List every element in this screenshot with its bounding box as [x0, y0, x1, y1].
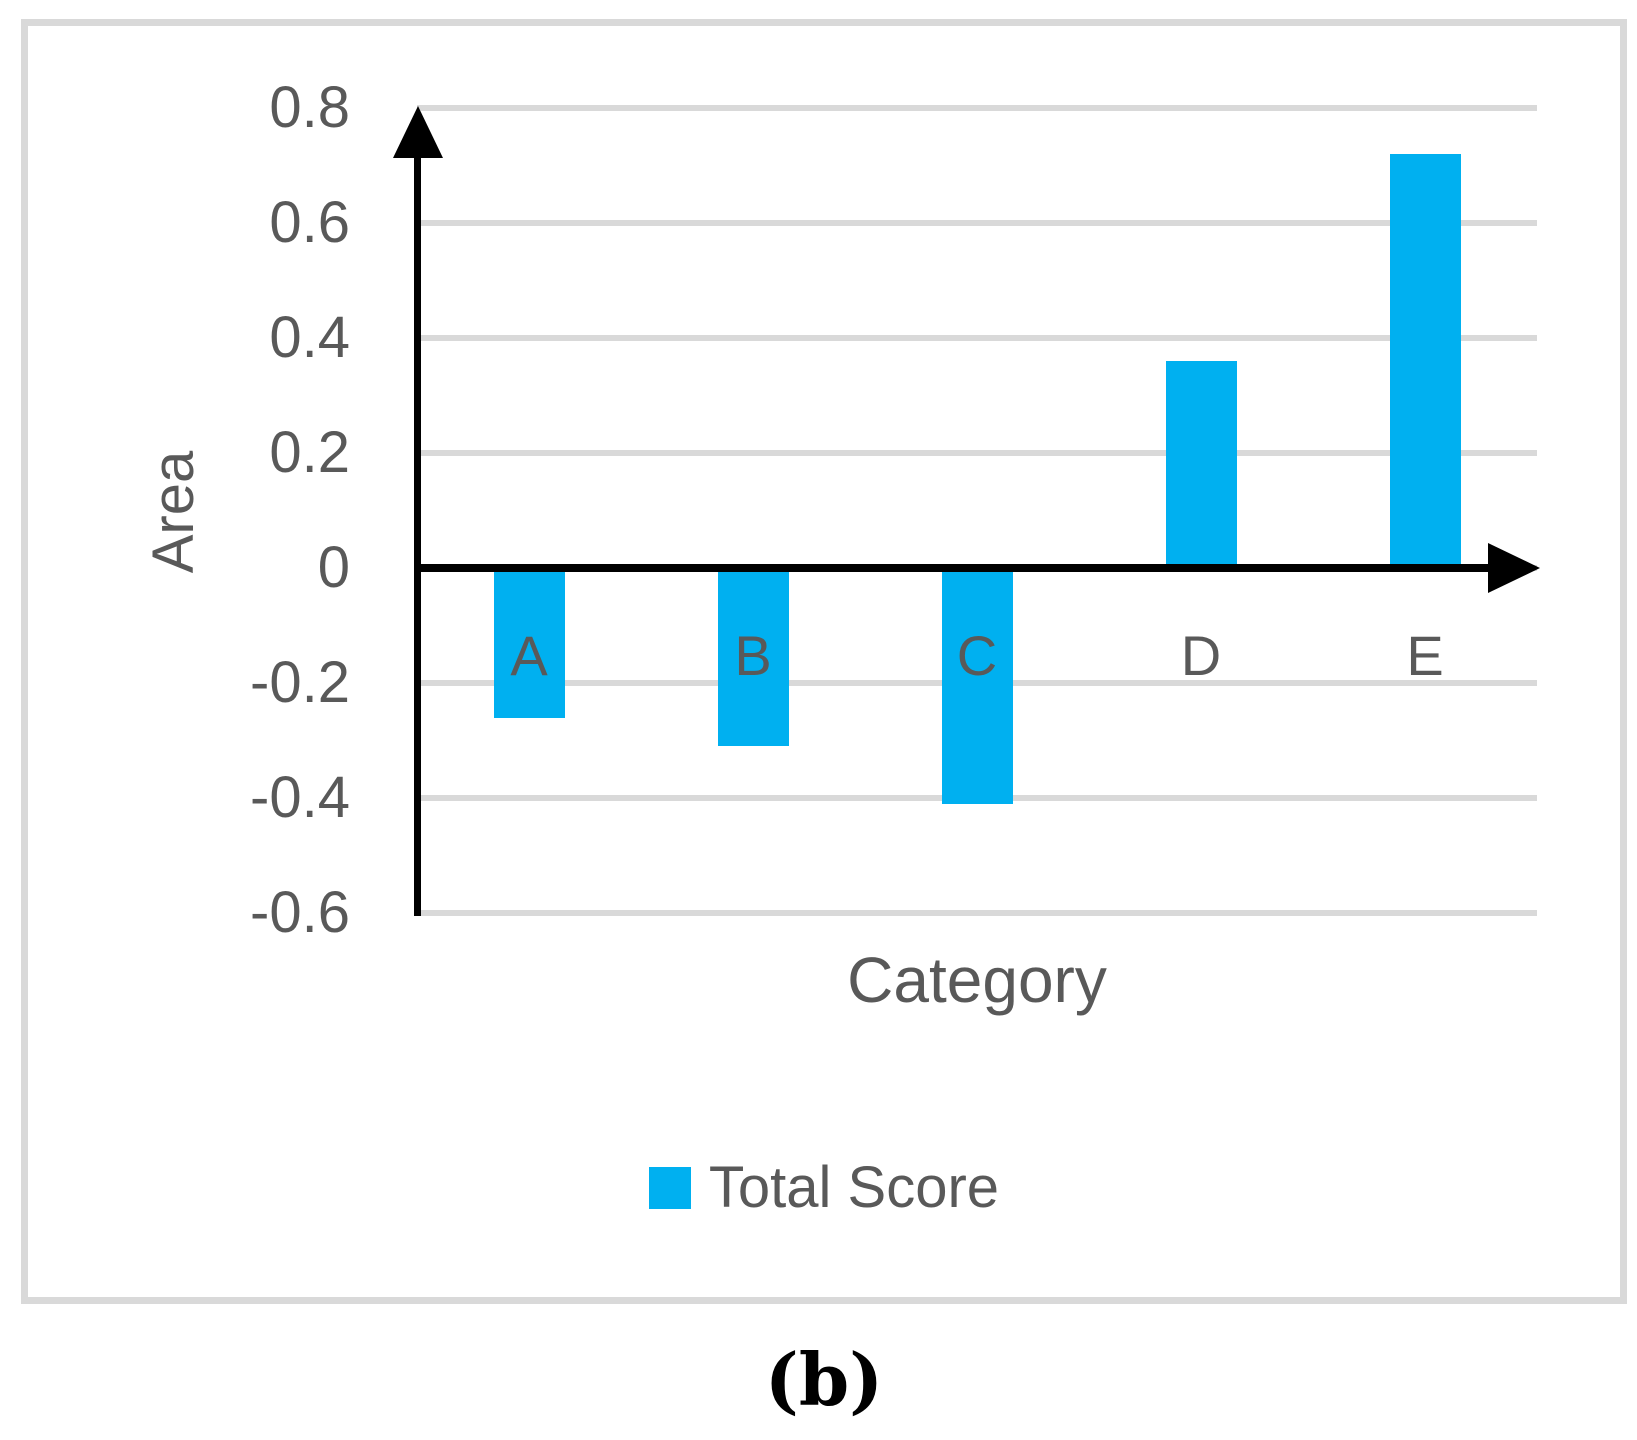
gridline-0.2 [417, 450, 1537, 456]
gridline-0.8 [417, 105, 1537, 111]
y-tick-label--0.4: -0.4 [250, 765, 350, 830]
legend-label: Total Score [708, 1155, 1000, 1220]
bar-B [717, 568, 789, 747]
bar-A [493, 568, 565, 718]
gridline-0.4 [417, 335, 1537, 341]
y-tick-label--0.2: -0.2 [250, 650, 350, 715]
y-axis-line [414, 140, 421, 916]
category-label-E: E [1406, 624, 1444, 687]
bar-E [1389, 154, 1461, 568]
category-label-D: D [1180, 624, 1222, 687]
y-tick-label-0: 0 [317, 535, 350, 600]
y-axis-arrow-icon [393, 106, 443, 158]
y-tick-label-0.6: 0.6 [269, 190, 350, 255]
gridline-0.6 [417, 220, 1537, 226]
bar-C [941, 568, 1013, 804]
y-axis-title: Area [141, 450, 206, 574]
legend: Total Score [21, 1146, 1627, 1230]
category-label-B: B [734, 624, 772, 687]
legend-swatch-icon [648, 1167, 691, 1209]
y-tick-label-0.8: 0.8 [269, 75, 350, 140]
x-axis-title: Category [847, 944, 1107, 1016]
x-axis-line [417, 564, 1492, 572]
y-tick-label-0.2: 0.2 [269, 420, 350, 485]
figure-caption: (b) [764, 1337, 884, 1422]
category-label-C: C [956, 624, 998, 687]
category-label-A: A [510, 624, 548, 687]
gridline--0.6 [417, 910, 1537, 916]
y-tick-label-0.4: 0.4 [269, 305, 350, 370]
x-axis-arrow-icon [1488, 543, 1540, 593]
bar-D [1165, 361, 1237, 568]
figure-panel-border [21, 19, 1627, 1304]
y-tick-label--0.6: -0.6 [250, 880, 350, 945]
